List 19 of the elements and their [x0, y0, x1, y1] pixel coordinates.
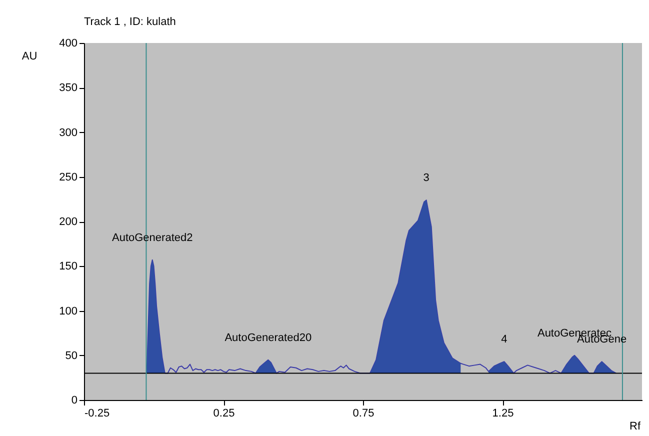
annotation: AutoGenerated20: [224, 332, 312, 344]
y-tick-label: 400: [59, 38, 78, 50]
annotation: 3: [423, 172, 430, 184]
y-tick-label: 250: [59, 171, 78, 184]
y-tick-label: 350: [59, 82, 78, 94]
y-tick-label: 100: [59, 305, 78, 318]
y-axis-title: AU: [22, 50, 38, 62]
x-tick-label: 0.75: [352, 408, 374, 420]
y-tick-label: 200: [59, 216, 78, 228]
x-axis-title: Rf: [630, 420, 642, 432]
x-tick-label: -0.25: [84, 408, 110, 420]
y-tick-label: 150: [59, 260, 78, 273]
chart-title: Track 1 , ID: kulath: [84, 16, 176, 28]
y-tick-label: 300: [59, 126, 78, 139]
x-tick-label: 0.25: [213, 408, 235, 420]
annotation: 4: [501, 334, 508, 346]
x-tick-label: 1.25: [492, 408, 514, 420]
y-tick-label: 0: [71, 394, 78, 406]
y-tick-label: 50: [65, 350, 78, 362]
